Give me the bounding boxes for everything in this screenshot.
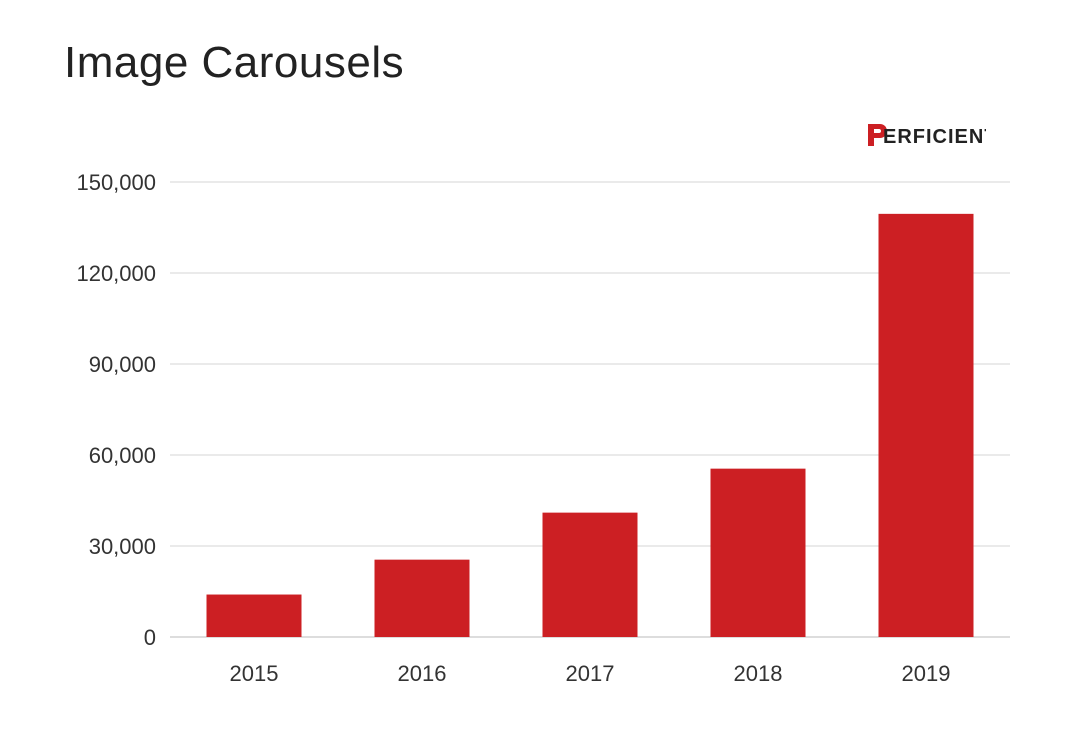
bar-2017 [542,512,638,637]
x-tick-label: 2017 [566,661,615,686]
y-tick-label: 120,000 [76,261,156,286]
bar-2016 [374,559,470,637]
bars [206,213,974,637]
x-axis-ticks: 2015 2016 2017 2018 2019 [230,661,951,686]
x-tick-label: 2015 [230,661,279,686]
y-tick-label: 60,000 [89,443,156,468]
y-axis-ticks: 0 30,000 60,000 90,000 120,000 150,000 [76,170,156,650]
x-tick-label: 2018 [734,661,783,686]
bar-2018 [710,468,806,637]
y-tick-label: 150,000 [76,170,156,195]
perficient-logo: ERFICIENT [868,124,986,148]
y-tick-label: 0 [144,625,156,650]
perficient-mark-icon [868,124,887,146]
bar-2015 [206,594,302,637]
y-tick-label: 90,000 [89,352,156,377]
y-tick-label: 30,000 [89,534,156,559]
x-tick-label: 2019 [902,661,951,686]
brand-name: ERFICIENT [883,126,986,148]
x-tick-label: 2016 [398,661,447,686]
chart-title: Image Carousels [64,38,405,87]
bar-2019 [878,213,974,637]
